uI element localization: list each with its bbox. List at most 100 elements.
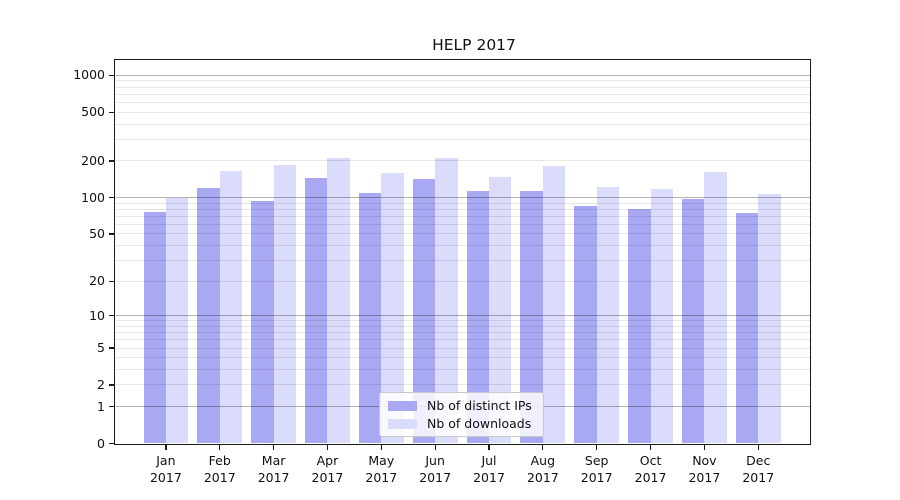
gridline-minor — [115, 202, 810, 204]
bar-jul-distinct-ips — [466, 191, 489, 444]
y-tick-50 — [109, 233, 114, 235]
gridline-minor — [115, 233, 810, 235]
bar-dec-distinct-ips — [735, 213, 759, 444]
gridline-minor — [115, 160, 810, 162]
y-tick-20 — [109, 280, 114, 282]
bar-apr-downloads — [327, 157, 350, 444]
bar-may-downloads — [381, 172, 404, 444]
x-tick-label-nov: Nov 2017 — [688, 453, 721, 485]
bar-oct-downloads — [650, 189, 673, 444]
x-tick-dec — [757, 445, 759, 450]
y-tick-label-0: 0 — [97, 435, 105, 451]
y-tick-5 — [109, 347, 114, 349]
y-tick-label-1: 1 — [97, 398, 105, 414]
bar-jan-distinct-ips — [143, 212, 166, 444]
y-tick-label-50: 50 — [89, 225, 105, 241]
x-tick-label-apr: Apr 2017 — [311, 453, 344, 485]
gridline-minor — [115, 260, 810, 261]
gridline-minor — [115, 86, 810, 88]
bar-feb-distinct-ips — [197, 188, 220, 444]
gridline-minor — [115, 357, 810, 359]
x-tick-label-dec: Dec 2017 — [742, 453, 775, 485]
bar-mar-distinct-ips — [251, 201, 274, 444]
x-tick-jan — [165, 445, 167, 450]
bar-sep-distinct-ips — [574, 206, 597, 444]
bar-nov-distinct-ips — [682, 198, 705, 444]
x-tick-label-jan: Jan 2017 — [149, 453, 182, 485]
legend-swatch-distinct-ips — [388, 400, 417, 411]
y-tick-label-200: 200 — [81, 152, 105, 168]
x-tick-label-jun: Jun 2017 — [419, 453, 452, 485]
gridline-minor — [115, 223, 810, 225]
gridline-minor — [115, 339, 810, 341]
legend-item-downloads: Nb of downloads — [388, 415, 535, 431]
x-tick-may — [380, 445, 382, 450]
y-tick-label-100: 100 — [81, 189, 105, 205]
x-tick-label-jul: Jul 2017 — [473, 453, 505, 485]
x-tick-sep — [596, 445, 598, 450]
x-tick-label-sep: Sep 2017 — [580, 453, 613, 485]
gridline-minor — [115, 332, 810, 334]
y-tick-100 — [109, 196, 114, 199]
gridline-major — [115, 74, 810, 76]
gridline-minor — [115, 347, 810, 349]
y-tick-label-2: 2 — [97, 376, 105, 392]
bar-mar-downloads — [273, 164, 296, 444]
gridline-minor — [115, 325, 810, 327]
gridline-minor — [115, 93, 810, 95]
y-tick-10 — [109, 315, 114, 317]
x-tick-jun — [434, 445, 436, 450]
bar-jul-downloads — [489, 177, 512, 444]
bar-sep-downloads — [596, 187, 620, 444]
x-tick-label-oct: Oct 2017 — [634, 453, 667, 485]
x-tick-feb — [219, 445, 221, 450]
y-tick-200 — [109, 160, 114, 162]
gridline-minor — [115, 215, 810, 217]
gridline-major — [115, 315, 810, 317]
gridline-minor — [115, 208, 810, 210]
gridline-minor — [115, 138, 810, 140]
y-tick-500 — [109, 111, 114, 113]
x-tick-nov — [703, 445, 706, 450]
y-tick-label-500: 500 — [81, 104, 105, 120]
gridline-minor — [115, 111, 810, 113]
bar-jan-downloads — [165, 197, 189, 444]
y-tick-1000 — [109, 74, 114, 76]
legend-swatch-downloads — [388, 418, 417, 429]
bar-jun-downloads — [435, 158, 458, 444]
gridline-minor — [115, 80, 810, 82]
y-tick-0 — [109, 442, 114, 445]
y-tick-1 — [109, 405, 114, 408]
bar-may-distinct-ips — [358, 192, 382, 444]
legend-label-distinct-ips: Nb of distinct IPs — [427, 397, 532, 413]
x-tick-aug — [542, 445, 544, 450]
gridline-major — [115, 197, 810, 199]
bar-apr-distinct-ips — [305, 177, 328, 444]
y-tick-label-10: 10 — [89, 307, 105, 323]
x-tick-label-aug: Aug 2017 — [526, 453, 559, 485]
x-tick-apr — [326, 445, 329, 450]
bar-oct-distinct-ips — [628, 209, 651, 444]
gridline-minor — [115, 384, 810, 386]
bar-aug-downloads — [542, 166, 566, 444]
x-tick-oct — [649, 445, 652, 450]
bar-jun-distinct-ips — [412, 179, 436, 444]
gridline-minor — [115, 102, 810, 104]
legend-item-distinct-ips: Nb of distinct IPs — [388, 397, 535, 413]
bar-nov-downloads — [704, 172, 727, 444]
bar-feb-downloads — [219, 171, 243, 444]
legend-label-downloads: Nb of downloads — [427, 415, 532, 431]
y-tick-2 — [109, 384, 114, 386]
x-tick-jul — [488, 445, 490, 450]
chart-title: HELP 2017 — [432, 36, 516, 54]
bar-dec-downloads — [758, 193, 781, 444]
y-tick-label-5: 5 — [97, 340, 105, 356]
x-tick-label-may: May 2017 — [365, 453, 398, 485]
plot-frame — [114, 59, 811, 445]
y-tick-label-1000: 1000 — [73, 67, 105, 83]
gridline-minor — [115, 123, 810, 125]
bar-aug-distinct-ips — [520, 190, 543, 444]
x-tick-label-mar: Mar 2017 — [257, 453, 290, 485]
gridline-minor — [115, 369, 810, 371]
